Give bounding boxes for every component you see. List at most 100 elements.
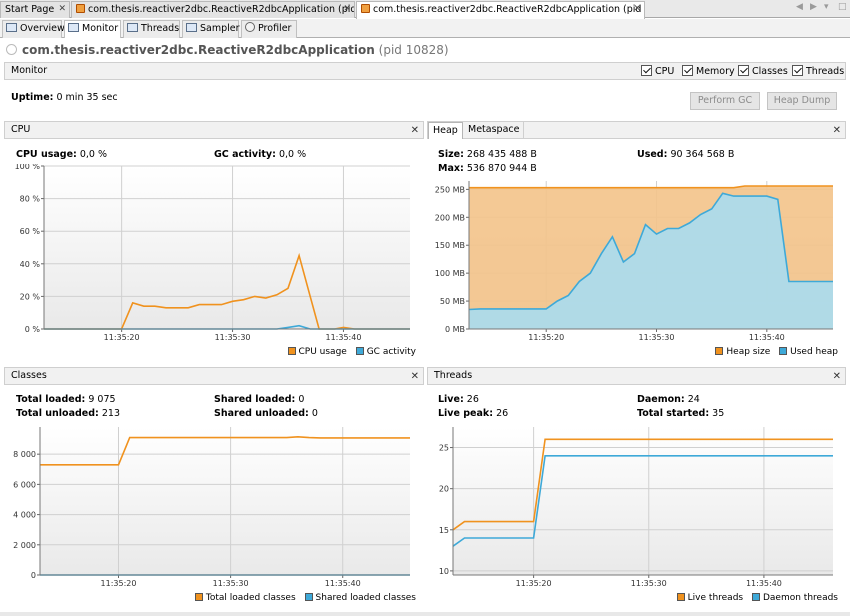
heap-chart: 0 MB 50 MB 100 MB 150 MB 200 MB 250 MB 11:35:2… (435, 181, 833, 342)
heap-legend: Heap size Used heap (709, 347, 838, 357)
heap-panel-header: Heap Metaspace ✕ (427, 121, 846, 139)
tab-metaspace[interactable]: Metaspace (464, 122, 525, 139)
x-tick-label: 11:35:30 (215, 333, 251, 342)
legend-swatch (355, 347, 364, 355)
tab-label: com.thesis.reactiver2dbc.ReactiveR2dbcAp… (373, 4, 644, 15)
classes-panel-header: Classes ✕ (4, 367, 424, 385)
classes-panel-title: Classes (11, 370, 47, 381)
series-area-1 (469, 193, 833, 329)
live-peak-stat: Live peak: 26 (438, 408, 508, 419)
checkbox-checked-icon (641, 65, 652, 76)
plot-area (453, 427, 833, 575)
series-line-1 (452, 454, 833, 547)
checkbox-memory[interactable]: Memory (682, 65, 735, 78)
chevron-left-icon[interactable]: ◀ (796, 2, 803, 12)
x-tick-label: 11:35:40 (746, 579, 782, 588)
java-app-icon (361, 4, 370, 13)
checkbox-checked-icon (738, 65, 749, 76)
stat-label: Total started: (637, 408, 710, 419)
tab-label: Start Page (5, 4, 55, 15)
perform-gc-button[interactable]: Perform GC (690, 92, 760, 110)
plot-area (40, 427, 410, 575)
y-tick-label: 0 (31, 571, 36, 580)
stat-label: Daemon: (637, 394, 685, 405)
chevron-down-icon[interactable]: ▾ (824, 2, 829, 12)
tab-start-page[interactable]: Start Page ✕ (0, 1, 70, 18)
tab-label: com.thesis.reactiver2dbc.ReactiveR2dbcAp… (88, 4, 355, 15)
tab-sampler[interactable]: Sampler (182, 20, 240, 38)
checkbox-checked-icon (792, 65, 803, 76)
checkbox-threads[interactable]: Threads (792, 65, 844, 78)
y-tick-label: 150 MB (435, 241, 465, 250)
y-tick-label: 60 % (20, 227, 41, 236)
y-tick-label: 50 MB (440, 297, 465, 306)
y-tick-label: 80 % (20, 195, 41, 204)
maximize-icon[interactable]: □ (838, 2, 847, 12)
tab-label: Threads (141, 23, 180, 34)
legend-label: Total loaded classes (205, 593, 296, 603)
monitor-section-header: Monitor CPU Memory Classes Threads (4, 62, 846, 80)
cpu-panel-title: CPU (11, 124, 31, 135)
x-tick-label: 11:35:30 (639, 333, 675, 342)
heap-dump-button[interactable]: Heap Dump (767, 92, 837, 110)
view-tab-bar: Overview Monitor Threads Sampler Profile… (0, 19, 850, 38)
cpu-panel-header: CPU ✕ (4, 121, 424, 139)
legend-swatch (751, 593, 760, 601)
tab-label: Profiler (258, 23, 292, 34)
legend-label: Daemon threads (762, 593, 838, 603)
x-tick-label: 11:35:20 (101, 579, 137, 588)
tab-overview[interactable]: Overview (2, 20, 65, 38)
tab-monitor[interactable]: Monitor (64, 20, 121, 38)
tab-profiler[interactable]: Profiler (241, 20, 297, 38)
checkbox-label: Threads (806, 66, 845, 77)
threads-legend: Live threads Daemon threads (671, 593, 838, 603)
cpu-usage-stat: CPU usage: 0,0 % (16, 149, 107, 160)
java-app-icon (76, 4, 85, 13)
loading-icon (6, 44, 17, 55)
chevron-right-icon[interactable]: ▶ (810, 2, 817, 12)
y-tick-label: 15 (439, 526, 449, 535)
total-loaded-stat: Total loaded: 9 075 (16, 394, 116, 405)
y-tick-label: 20 (439, 485, 449, 494)
tab-pid-10828[interactable]: com.thesis.reactiver2dbc.ReactiveR2dbcAp… (356, 1, 645, 19)
stat-value: 9 075 (88, 394, 116, 405)
legend-swatch (779, 347, 788, 355)
close-icon[interactable]: ✕ (832, 125, 841, 136)
total-unloaded-stat: Total unloaded: 213 (16, 408, 120, 419)
total-started-stat: Total started: 35 (637, 408, 724, 419)
stat-label: Total loaded: (16, 394, 86, 405)
checkbox-cpu[interactable]: CPU (641, 65, 674, 78)
legend-swatch (715, 347, 724, 355)
x-tick-label: 11:35:20 (104, 333, 140, 342)
uptime-label: Uptime: (11, 92, 54, 103)
gc-activity-stat: GC activity: 0,0 % (214, 149, 306, 160)
checkbox-classes[interactable]: Classes (738, 65, 788, 78)
series-line-0 (40, 435, 410, 466)
close-icon[interactable]: ✕ (410, 371, 419, 382)
tab-threads[interactable]: Threads (123, 20, 180, 38)
legend-label: Heap size (726, 347, 771, 357)
heap-max-stat: Max: 536 870 944 B (438, 163, 537, 174)
stat-value: 26 (466, 394, 479, 405)
tab-label: Overview (20, 23, 65, 34)
stat-value: 0 (311, 408, 318, 419)
stat-value: 24 (687, 394, 700, 405)
stat-label: Live peak: (438, 408, 494, 419)
stat-label: Shared loaded: (214, 394, 296, 405)
close-icon[interactable]: ✕ (343, 4, 351, 14)
tab-heap[interactable]: Heap (428, 122, 463, 139)
uptime: Uptime: 0 min 35 sec (11, 92, 118, 103)
close-icon[interactable]: ✕ (58, 4, 66, 14)
close-icon[interactable]: ✕ (410, 125, 419, 136)
y-tick-label: 4 000 (13, 511, 36, 520)
tab-pid-5800[interactable]: com.thesis.reactiver2dbc.ReactiveR2dbcAp… (71, 1, 355, 18)
close-icon[interactable]: ✕ (832, 371, 841, 382)
x-tick-label: 11:35:40 (749, 333, 785, 342)
close-icon[interactable]: ✕ (633, 4, 641, 14)
y-tick-label: 200 MB (435, 213, 465, 222)
legend-label: Used heap (790, 347, 838, 357)
threads-icon (127, 23, 138, 32)
checkbox-label: CPU (655, 66, 675, 77)
stat-value: 0,0 % (79, 149, 108, 160)
y-tick-label: 100 MB (435, 269, 465, 278)
